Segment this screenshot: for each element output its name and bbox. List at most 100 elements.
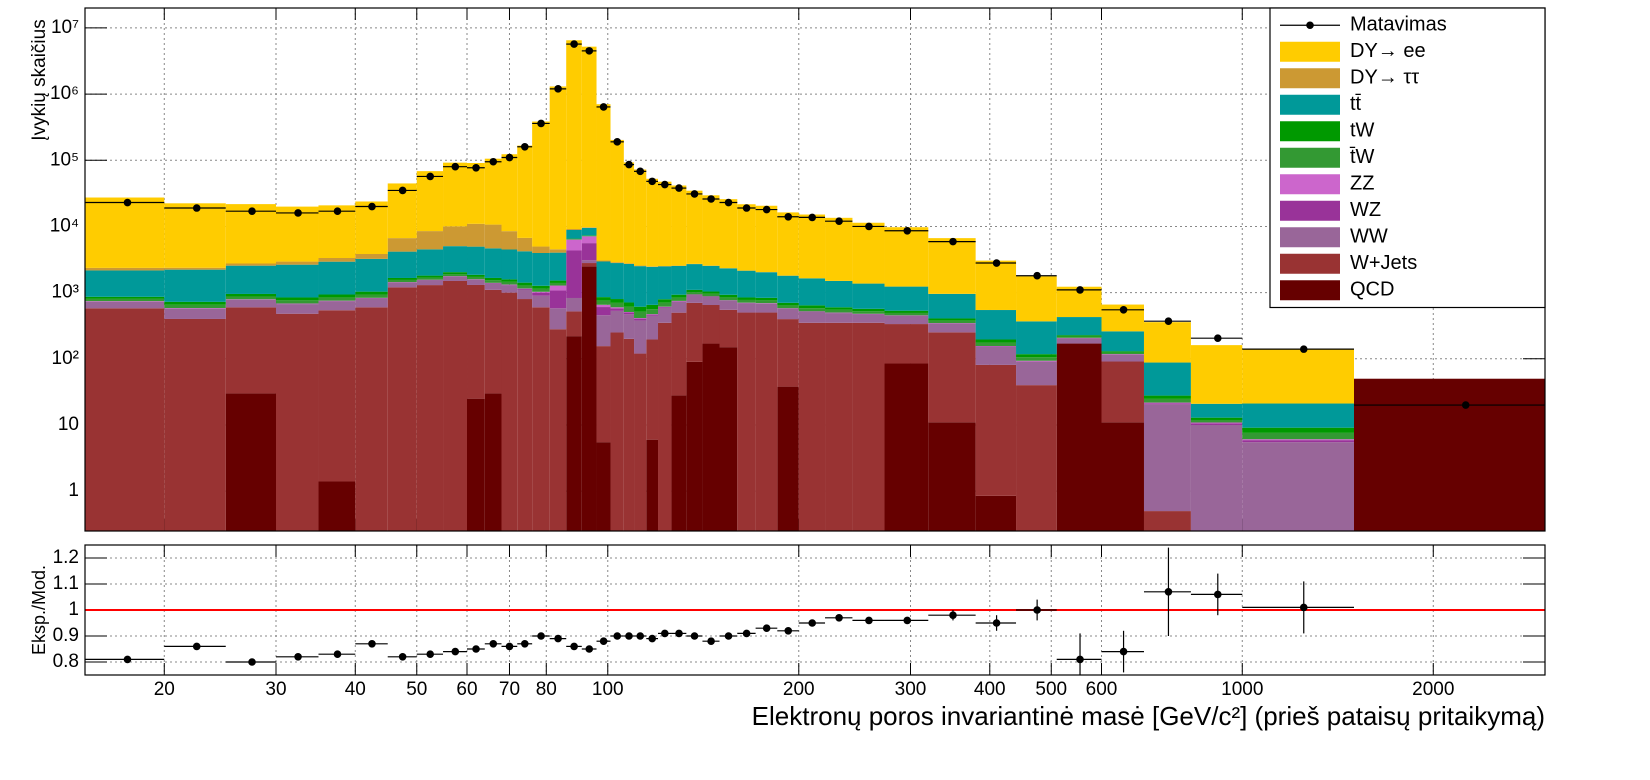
stack-segment (443, 246, 468, 273)
stack-segment (1101, 352, 1144, 355)
stack-segment (318, 297, 356, 301)
stack-segment (164, 304, 226, 309)
stack-segment (566, 297, 582, 312)
stack-segment (975, 495, 1017, 531)
stack-segment (484, 393, 502, 531)
stack-segment (755, 312, 778, 531)
legend-swatch (1280, 68, 1340, 89)
stack-segment (566, 250, 582, 298)
stack-segment (225, 296, 277, 300)
stack-segment (501, 284, 518, 286)
legend-label: tt̄ (1350, 93, 1362, 115)
data-point (992, 259, 1001, 267)
stack-segment (719, 268, 738, 295)
ratio-point (1119, 647, 1128, 656)
stack-segment (318, 481, 356, 531)
stack-segment (318, 257, 356, 262)
ratio-point (762, 624, 771, 632)
stack-segment (416, 231, 444, 250)
stack-segment (1190, 424, 1243, 531)
stack-segment (777, 275, 799, 303)
stack-segment (825, 322, 853, 531)
data-point (554, 85, 562, 93)
ratio-point (903, 616, 912, 625)
stack-segment (719, 199, 738, 269)
stack-segment (884, 227, 929, 287)
ratio-point (570, 642, 578, 651)
stack-segment (852, 222, 885, 284)
stack-segment (484, 289, 502, 394)
ratio-point (248, 658, 256, 666)
stack-segment (1143, 395, 1191, 399)
stack-segment (164, 267, 226, 270)
stack-segment (532, 246, 550, 254)
stack-segment (975, 346, 1017, 365)
x-tick-label: 500 (1035, 679, 1067, 700)
stack-segment (755, 300, 778, 304)
stack-segment (825, 307, 853, 310)
stack-segment (164, 269, 226, 302)
data-point (1033, 271, 1041, 280)
stack-segment (737, 299, 756, 303)
stack-segment (634, 318, 647, 319)
stack-segment (355, 307, 388, 531)
stack-segment (355, 253, 388, 259)
data-point (661, 180, 669, 189)
stack-segment (658, 302, 672, 307)
stack-segment (581, 243, 597, 261)
stack-segment (646, 315, 659, 340)
stack-segment (596, 260, 611, 262)
stack-segment (884, 315, 929, 325)
stack-segment (671, 294, 687, 298)
stack-segment (686, 264, 703, 290)
stack-segment (671, 301, 687, 313)
stack-segment (975, 339, 1017, 343)
stack-segment (777, 319, 799, 387)
stack-segment (85, 301, 165, 309)
stack-segment (532, 253, 550, 286)
stack-segment (646, 304, 659, 310)
stack-segment (549, 282, 567, 286)
stack-segment (1056, 336, 1102, 338)
stack-segment (276, 297, 319, 301)
x-tick-label: 60 (456, 679, 477, 700)
stack-segment (777, 305, 799, 309)
stack-segment (85, 308, 165, 531)
stack-segment (85, 296, 165, 299)
stack-segment (798, 305, 826, 309)
stack-segment (501, 281, 518, 285)
stack-segment (777, 386, 799, 531)
data-point (625, 160, 633, 169)
y-tick-label: 0.9 (53, 625, 79, 646)
stack-segment (387, 251, 417, 278)
stack-segment (1016, 321, 1057, 355)
legend-label: DY→ ττ (1350, 67, 1419, 89)
stack-segment (467, 223, 485, 247)
ratio-point (585, 645, 594, 653)
stack-segment (532, 121, 550, 247)
stack-segment (566, 229, 582, 239)
stack-segment (719, 294, 738, 298)
stack-segment (646, 339, 659, 440)
stack-segment (928, 320, 976, 324)
stack-segment (686, 190, 703, 264)
stack-segment (443, 276, 468, 281)
stack-segment (387, 238, 417, 252)
stack-segment (566, 239, 582, 251)
stack-segment (1190, 403, 1243, 418)
legend-swatch (1280, 147, 1340, 168)
data-point (1461, 401, 1470, 409)
stack-segment (355, 294, 388, 298)
stack-segment (1101, 354, 1144, 362)
data-point (742, 204, 751, 212)
stack-segment (387, 277, 417, 280)
ratio-point (865, 616, 873, 625)
stack-segment (484, 158, 502, 225)
stack-segment (416, 277, 444, 280)
stack-segment (1056, 317, 1102, 336)
data-point (724, 198, 733, 207)
stack-segment (596, 297, 611, 301)
stack-segment (1190, 345, 1243, 404)
stack-segment (387, 282, 417, 288)
stack-segment (467, 279, 485, 285)
